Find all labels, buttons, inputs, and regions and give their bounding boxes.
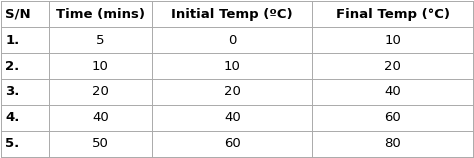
Text: 10: 10 — [224, 60, 241, 73]
Text: 60: 60 — [384, 111, 401, 124]
Text: 2.: 2. — [5, 60, 19, 73]
Text: 20: 20 — [224, 85, 241, 98]
Text: Time (mins): Time (mins) — [56, 8, 145, 21]
Text: 0: 0 — [228, 34, 237, 47]
Text: S/N: S/N — [5, 8, 31, 21]
Text: 40: 40 — [384, 85, 401, 98]
Text: 20: 20 — [92, 85, 109, 98]
Text: Final Temp (°C): Final Temp (°C) — [336, 8, 449, 21]
Text: 1.: 1. — [5, 34, 19, 47]
Text: 5: 5 — [96, 34, 105, 47]
Text: 40: 40 — [224, 111, 241, 124]
Text: Initial Temp (ºC): Initial Temp (ºC) — [172, 8, 293, 21]
Text: 4.: 4. — [5, 111, 19, 124]
Text: 5.: 5. — [5, 137, 19, 150]
Text: 40: 40 — [92, 111, 109, 124]
Text: 3.: 3. — [5, 85, 19, 98]
Text: 20: 20 — [384, 60, 401, 73]
Text: 10: 10 — [92, 60, 109, 73]
Text: 80: 80 — [384, 137, 401, 150]
Text: 50: 50 — [92, 137, 109, 150]
Text: 10: 10 — [384, 34, 401, 47]
Text: 60: 60 — [224, 137, 241, 150]
